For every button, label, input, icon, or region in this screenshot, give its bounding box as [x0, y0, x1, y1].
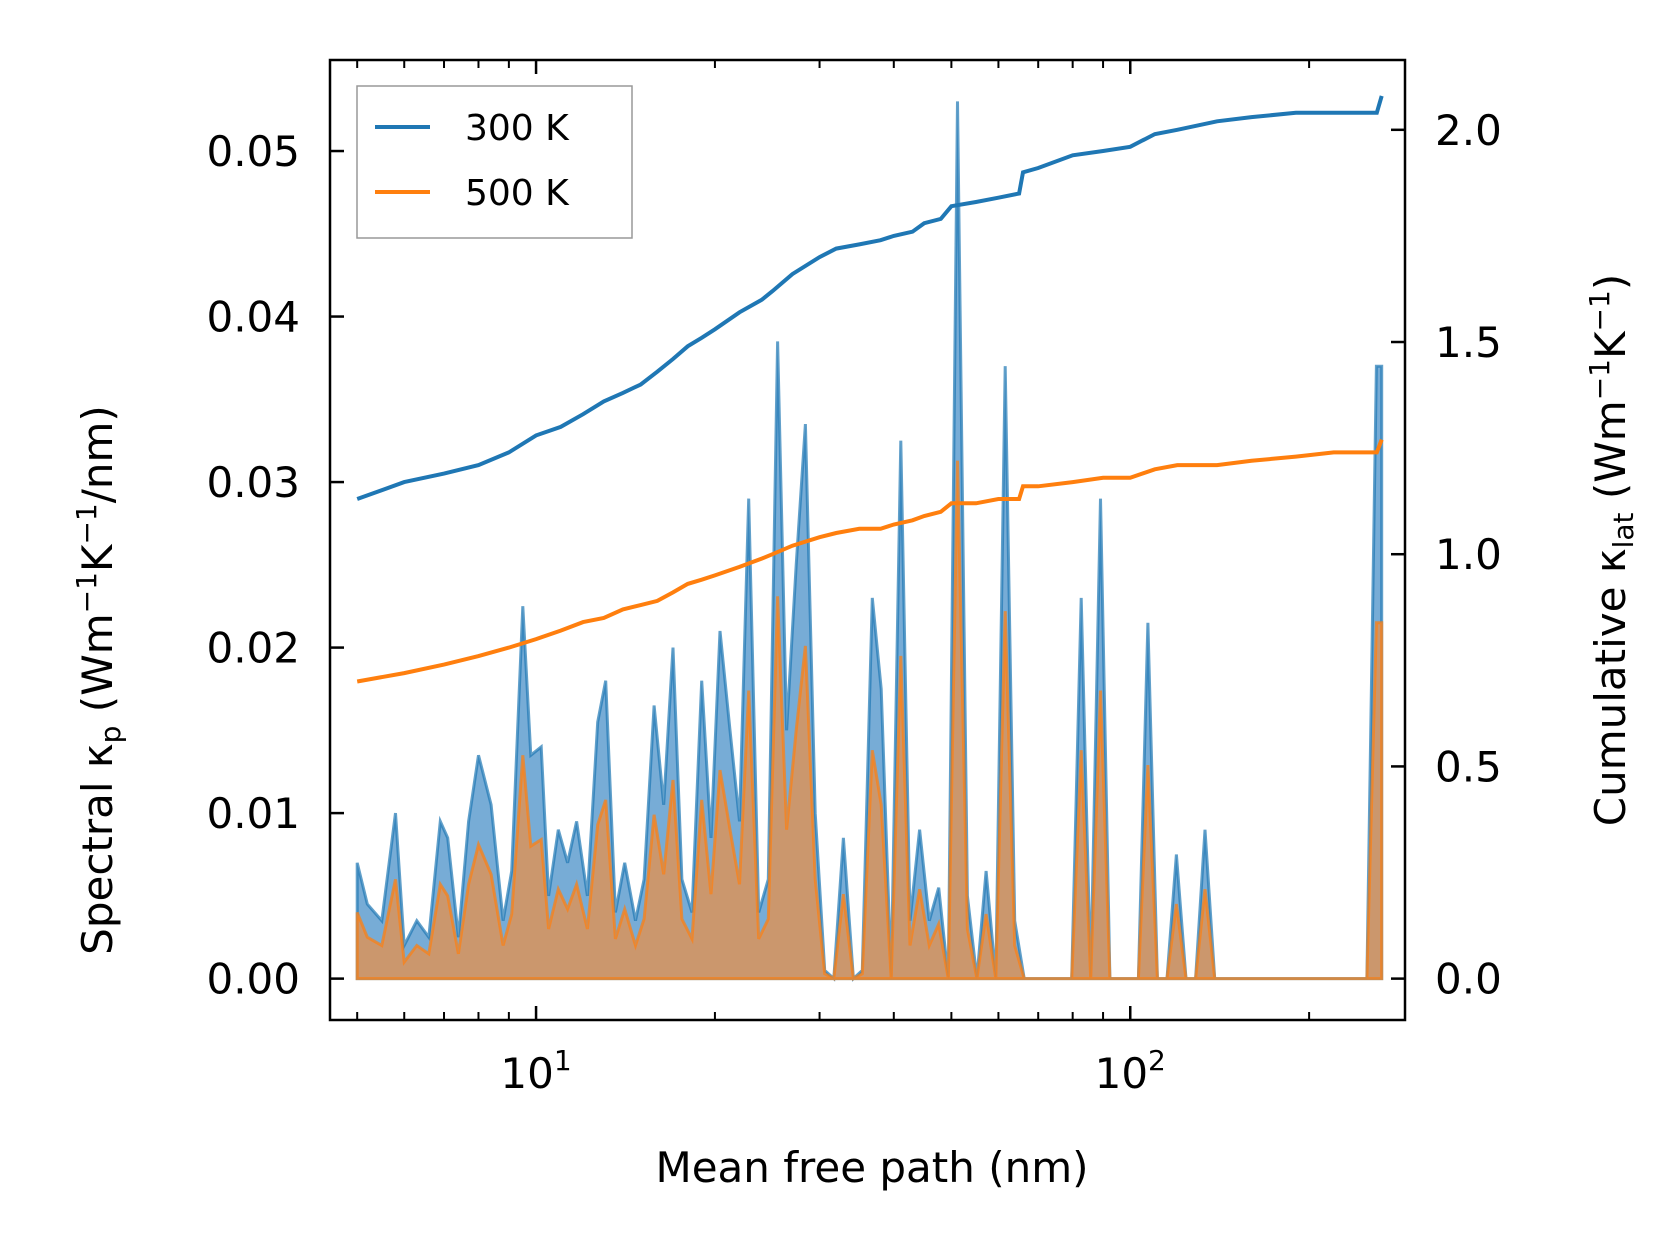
legend-label-500k: 500 K	[465, 173, 570, 214]
spectral-area-500k	[355, 460, 1384, 981]
y-left-title-units: (Wm	[73, 613, 122, 712]
y-left-tick-label: 0.03	[206, 458, 300, 507]
y-right-title-end: )	[1586, 274, 1635, 290]
x-tick-label-exp: 2	[1148, 1044, 1166, 1077]
cumulative-line-500k	[356, 438, 1384, 684]
x-tick-label-base: 10	[1095, 1049, 1148, 1098]
plot-frame	[328, 58, 1407, 1022]
y-left-title-sup1: −1	[70, 572, 103, 613]
y-left-title-sub: p	[94, 726, 127, 744]
spectral-layer	[355, 101, 1384, 982]
y-right-tick-label: 0.0	[1435, 955, 1502, 1004]
legend-frame	[356, 85, 633, 239]
cumulative-line-300k	[356, 95, 1384, 501]
y-left-title-end: /nm)	[73, 405, 122, 503]
y-left-title-mid: K	[73, 543, 122, 572]
x-tick-label-base: 10	[500, 1049, 553, 1098]
y-left-title-main: Spectral κ	[73, 743, 122, 955]
y-left-axis-title: Spectral κp (Wm−1K−1/nm)	[70, 405, 127, 955]
y-left-tick-label: 0.05	[206, 127, 300, 176]
y-left-tick-label: 0.01	[206, 789, 300, 838]
y-right-tick-label: 1.5	[1435, 318, 1502, 367]
y-right-title-sub: lat	[1607, 512, 1640, 548]
x-tick-label-exp: 1	[554, 1044, 572, 1077]
y-right-tick-label: 0.5	[1435, 742, 1502, 791]
y-left-tick-label: 0.02	[206, 624, 300, 673]
x-tick-label: 101	[500, 1044, 571, 1098]
axes-layer: 0.00 0.01 0.02 0.03 0.04 0.05 0.0 0.5 1.0 1.5 2.0 1…	[206, 58, 1502, 1098]
y-right-title-main: Cumulative κ	[1586, 548, 1635, 826]
y-right-title-units: (Wm	[1586, 400, 1635, 499]
x-axis-title: Mean free path (nm)	[655, 1143, 1088, 1192]
legend-label-300k: 300 K	[465, 108, 570, 149]
y-left-title-sup2: −1	[70, 503, 103, 544]
y-right-tick-label: 1.0	[1435, 530, 1502, 579]
y-right-title-mid: K	[1586, 330, 1635, 359]
y-left-tick-label: 0.04	[206, 293, 300, 342]
legend: 300 K 500 K	[356, 85, 633, 239]
y-right-title-sup1: −1	[1583, 359, 1616, 400]
y-right-title-sup2: −1	[1583, 290, 1616, 331]
cumulative-layer	[356, 95, 1384, 684]
y-left-tick-label: 0.00	[206, 955, 300, 1004]
y-right-axis-title: Cumulative κlat (Wm−1K−1)	[1583, 274, 1640, 826]
y-right-tick-label: 2.0	[1435, 106, 1502, 155]
x-tick-label: 102	[1095, 1044, 1166, 1098]
